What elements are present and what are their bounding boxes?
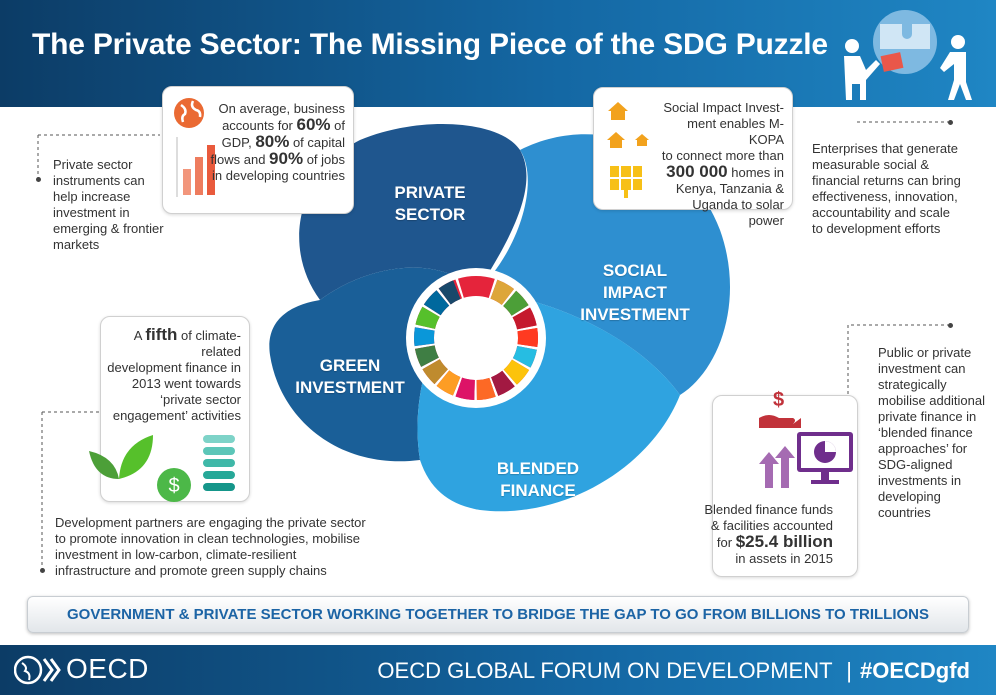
label-social-impact: SOCIAL IMPACT INVESTMENT (580, 261, 690, 324)
segment-private-sector (299, 123, 527, 301)
bullet-dot (36, 177, 41, 182)
callout-blended-finance: $ Blended finance funds & facilities acc… (704, 389, 858, 577)
monitor-pie-chart-icon (797, 432, 853, 484)
bottom-banner: GOVERNMENT & PRIVATE SECTOR WORKING TOGE… (27, 596, 969, 633)
svg-text:$: $ (168, 475, 179, 497)
dollar-coin-icon: $ (157, 468, 191, 502)
label-blended-finance: BLENDED FINANCE (496, 459, 580, 500)
house-icon (607, 102, 649, 148)
stack-icon (203, 435, 235, 491)
page-title: The Private Sector: The Missing Piece of… (32, 28, 828, 61)
bullet-dot (40, 568, 45, 573)
callout-green-investment: A fifth of climate-related development f… (89, 316, 250, 502)
side-note-bottom-left: Development partners are engaging the pr… (55, 515, 366, 578)
sdg-color-ring (414, 276, 538, 400)
svg-text:$: $ (773, 389, 784, 411)
banner-text: GOVERNMENT & PRIVATE SECTOR WORKING TOGE… (67, 606, 929, 623)
side-note-right-mid: Public or private investment can strategic… (878, 345, 985, 520)
leaf-icon (89, 435, 153, 479)
footer: OECD OECD GLOBAL FORUM ON DEVELOPMENT | #… (0, 645, 996, 695)
forum-text: OECD GLOBAL FORUM ON DEVELOPMENT | #OECDg… (377, 658, 970, 683)
solar-panel-icon (610, 166, 642, 198)
label-green-investment: GREEN INVESTMENT (295, 356, 405, 397)
side-note-left-top: Private sector instruments can help increa… (53, 157, 164, 252)
growth-arrows-icon (759, 446, 795, 488)
side-note-right-top: Enterprises that generate measurable soci… (812, 141, 961, 236)
globe-icon (174, 98, 204, 128)
hashtag: #OECDgfd (860, 658, 970, 683)
bullet-dot (948, 323, 953, 328)
label-private-sector: PRIVATE SECTOR (394, 183, 466, 224)
oecd-logo-icon (14, 655, 61, 685)
dollar-hand-icon: $ (759, 389, 801, 428)
bullet-dot (948, 120, 953, 125)
oecd-logo-text: OECD (66, 653, 149, 684)
callout-private-sector: On average, business accounts for 60% of… (162, 86, 354, 214)
puzzle-people-icon (844, 10, 972, 100)
bar-chart-icon (176, 137, 215, 197)
callout-social-impact: Social Impact Invest- ment enables M-KOP… (593, 87, 793, 228)
